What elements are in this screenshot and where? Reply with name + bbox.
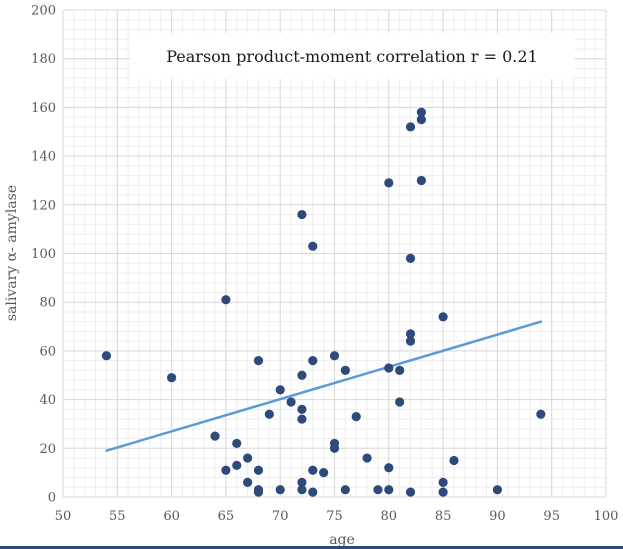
y-tick-label: 100 bbox=[31, 247, 56, 262]
data-point bbox=[308, 241, 318, 251]
data-point bbox=[405, 122, 416, 132]
data-point bbox=[221, 465, 231, 475]
data-point bbox=[297, 404, 307, 414]
data-point bbox=[232, 460, 242, 470]
data-point bbox=[264, 409, 274, 419]
data-point bbox=[351, 412, 361, 422]
y-tick-label: 180 bbox=[31, 52, 56, 67]
data-point bbox=[243, 453, 253, 463]
y-tick-label: 0 bbox=[48, 491, 56, 506]
x-tick-label: 70 bbox=[272, 509, 289, 524]
y-tick-label: 160 bbox=[31, 101, 56, 116]
data-point bbox=[253, 487, 264, 497]
data-point bbox=[329, 351, 340, 361]
x-tick-label: 75 bbox=[326, 509, 343, 524]
x-tick-label: 65 bbox=[218, 509, 235, 524]
x-tick-label: 90 bbox=[489, 509, 506, 524]
x-tick-label: 50 bbox=[55, 509, 72, 524]
data-point bbox=[297, 209, 307, 220]
data-point bbox=[297, 477, 307, 487]
data-point bbox=[167, 373, 177, 383]
data-point bbox=[243, 477, 253, 487]
y-tick-label: 140 bbox=[31, 150, 56, 165]
y-tick-label: 60 bbox=[39, 344, 56, 359]
data-point bbox=[286, 397, 296, 407]
data-point bbox=[492, 485, 502, 495]
data-point bbox=[253, 356, 264, 366]
y-tick-label: 120 bbox=[31, 198, 56, 213]
major-gridlines bbox=[62, 9, 607, 498]
data-point bbox=[340, 365, 350, 375]
x-tick-label: 55 bbox=[109, 509, 126, 524]
data-point bbox=[416, 107, 426, 117]
data-point bbox=[395, 397, 405, 407]
data-point bbox=[438, 487, 448, 497]
annotation-box bbox=[130, 33, 574, 79]
data-point bbox=[384, 485, 394, 495]
data-point bbox=[405, 487, 416, 497]
data-point bbox=[340, 485, 350, 495]
data-point bbox=[297, 485, 307, 495]
data-point bbox=[297, 370, 307, 380]
data-point bbox=[308, 487, 318, 497]
x-tick-label: 85 bbox=[435, 509, 452, 524]
trendline bbox=[105, 320, 543, 452]
data-point bbox=[308, 356, 318, 366]
data-point bbox=[438, 477, 448, 487]
data-point bbox=[416, 114, 426, 125]
y-axis-title: salivary α- amylase bbox=[4, 185, 20, 321]
x-tick-label: 100 bbox=[594, 509, 619, 524]
x-axis-tick-labels: 50 55 60 65 70 75 80 85 90 95 100 bbox=[55, 509, 619, 524]
y-tick-label: 20 bbox=[39, 442, 56, 457]
data-point bbox=[275, 385, 285, 395]
data-point bbox=[329, 443, 340, 453]
data-point bbox=[232, 438, 242, 449]
x-tick-label: 60 bbox=[163, 509, 180, 524]
y-tick-label: 80 bbox=[39, 296, 56, 311]
correlation-annotation: Pearson product-moment correlation r = 0… bbox=[166, 47, 538, 66]
data-point bbox=[384, 463, 394, 473]
data-point bbox=[319, 468, 329, 478]
data-point bbox=[395, 365, 405, 375]
data-point bbox=[210, 431, 220, 441]
y-axis-tick-labels: 0 20 40 60 80 100 120 140 160 180 200 bbox=[31, 4, 56, 506]
data-point bbox=[449, 455, 459, 466]
y-tick-label: 40 bbox=[39, 393, 56, 408]
x-tick-label: 95 bbox=[543, 509, 560, 524]
data-point bbox=[536, 409, 546, 419]
y-tick-label: 200 bbox=[31, 4, 56, 19]
x-axis-title: age bbox=[329, 532, 355, 548]
data-point bbox=[405, 336, 416, 346]
bottom-border-strip bbox=[0, 546, 623, 549]
data-point bbox=[384, 363, 394, 373]
data-point bbox=[221, 295, 231, 305]
x-tick-label: 80 bbox=[381, 509, 398, 524]
data-point bbox=[438, 312, 448, 322]
data-point bbox=[416, 175, 426, 186]
data-point bbox=[384, 178, 394, 188]
data-point bbox=[275, 485, 285, 495]
data-point bbox=[101, 351, 112, 361]
data-point bbox=[308, 465, 318, 475]
data-point bbox=[362, 453, 372, 463]
data-point bbox=[405, 253, 416, 263]
data-point bbox=[253, 465, 264, 475]
data-point bbox=[297, 414, 307, 424]
data-point bbox=[373, 485, 383, 495]
data-points bbox=[101, 107, 546, 497]
data-point bbox=[405, 329, 416, 339]
